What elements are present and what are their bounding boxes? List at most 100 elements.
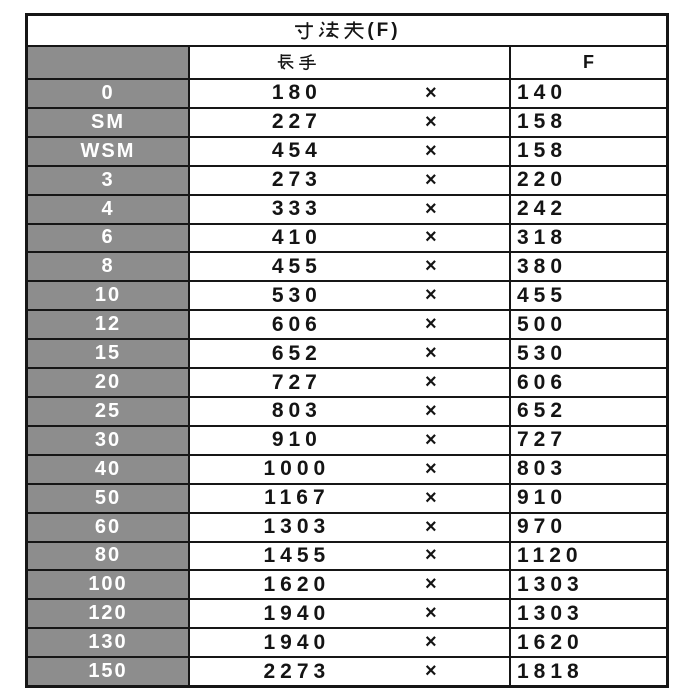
multiply-icon: ×	[424, 371, 437, 394]
row-size-label: 120	[28, 600, 190, 628]
row-size-label: 0	[28, 80, 190, 107]
row-long-cell: 606 ×	[190, 311, 509, 338]
row-f-value: 380	[509, 253, 666, 281]
row-f-value: 220	[509, 166, 666, 194]
row-long-value: 410	[271, 225, 322, 249]
row-long-cell: 454 ×	[190, 138, 509, 165]
row-f-value: 158	[509, 108, 666, 136]
row-long-cell: 455 ×	[190, 253, 509, 280]
row-long-value: 1000	[263, 457, 331, 481]
row-long-cell: 2273 ×	[190, 658, 509, 685]
kanji-sun-icon	[295, 21, 314, 39]
multiply-icon: ×	[424, 428, 437, 451]
row-long-value: 1620	[263, 572, 331, 596]
row-long-value: 1455	[263, 543, 331, 567]
dimension-table: 寸法表（F） (F) 長手	[25, 13, 669, 688]
row-size-label: 8	[28, 253, 190, 281]
table-row: 20 727 × 606	[28, 369, 666, 398]
row-size-label: 100	[28, 571, 190, 599]
row-long-value: 2273	[263, 659, 331, 683]
kanji-hou-icon	[319, 20, 339, 39]
row-long-value: 652	[271, 341, 322, 365]
row-f-value: 530	[509, 340, 666, 368]
row-long-value: 227	[271, 110, 322, 134]
multiply-icon: ×	[424, 342, 437, 365]
row-long-cell: 910 ×	[190, 427, 509, 454]
title-kanji-glyphs	[293, 20, 365, 42]
row-f-value: 1818	[509, 658, 666, 686]
multiply-icon: ×	[424, 399, 437, 422]
multiply-icon: ×	[424, 515, 437, 538]
row-long-cell: 1620 ×	[190, 571, 509, 598]
row-size-label: 40	[28, 455, 190, 483]
multiply-icon: ×	[424, 110, 437, 133]
table-row: 30 910 × 727	[28, 426, 666, 456]
row-size-label: 15	[28, 340, 190, 368]
multiply-icon: ×	[424, 602, 437, 625]
header-f-label: F	[509, 47, 666, 78]
kanji-chou-icon	[278, 54, 295, 70]
row-long-cell: 803 ×	[190, 398, 509, 425]
row-f-value: 727	[509, 426, 666, 454]
table-row: 130 1940 × 1620	[28, 629, 666, 659]
table-row: 150 2273 × 1818	[28, 658, 666, 686]
row-long-cell: 1167 ×	[190, 485, 509, 512]
row-f-value: 242	[509, 195, 666, 223]
row-f-value: 1120	[509, 542, 666, 570]
table-row: SM 227 × 158	[28, 108, 666, 138]
row-long-value: 727	[271, 370, 322, 394]
title-suffix: (F)	[367, 19, 401, 41]
row-long-cell: 727 ×	[190, 369, 509, 396]
row-long-cell: 180 ×	[190, 80, 509, 107]
multiply-icon: ×	[424, 631, 437, 654]
row-long-cell: 410 ×	[190, 225, 509, 252]
row-size-label: 50	[28, 484, 190, 512]
table-row: 40 1000 × 803	[28, 455, 666, 485]
table-row: 8 455 × 380	[28, 253, 666, 283]
row-long-cell: 530 ×	[190, 282, 509, 309]
row-size-label: 25	[28, 397, 190, 425]
row-long-value: 1940	[263, 630, 331, 654]
table-header-row: 長手 F	[28, 47, 666, 80]
table-row: 50 1167 × 910	[28, 484, 666, 514]
row-long-value: 455	[271, 254, 322, 278]
row-long-cell: 1303 ×	[190, 514, 509, 541]
row-f-value: 1303	[509, 600, 666, 628]
row-f-value: 455	[509, 282, 666, 310]
row-f-value: 140	[509, 80, 666, 107]
table-row: 120 1940 × 1303	[28, 600, 666, 630]
table-row: 12 606 × 500	[28, 311, 666, 341]
multiply-icon: ×	[424, 284, 437, 307]
header-long-label: 長手	[190, 53, 404, 72]
header-kanji-glyphs	[276, 53, 317, 72]
multiply-icon: ×	[424, 660, 437, 683]
table-row: WSM 454 × 158	[28, 137, 666, 167]
table-row: 4 333 × 242	[28, 195, 666, 225]
row-f-value: 1620	[509, 629, 666, 657]
row-f-value: 910	[509, 484, 666, 512]
table-body: 0 180 × 140 SM 227 × 158 WSM 454 × 158 3…	[28, 80, 666, 686]
row-long-value: 273	[271, 168, 322, 192]
row-long-value: 803	[271, 399, 322, 423]
row-size-label: 4	[28, 195, 190, 223]
multiply-icon: ×	[424, 81, 437, 104]
row-long-value: 606	[271, 312, 322, 336]
table-row: 100 1620 × 1303	[28, 571, 666, 601]
table-title: 寸法表（F） (F)	[28, 16, 666, 47]
row-size-label: 10	[28, 282, 190, 310]
table-row: 10 530 × 455	[28, 282, 666, 312]
multiply-icon: ×	[424, 457, 437, 480]
row-size-label: 30	[28, 426, 190, 454]
row-size-label: 150	[28, 658, 190, 686]
row-size-label: 20	[28, 369, 190, 396]
row-f-value: 606	[509, 369, 666, 396]
multiply-icon: ×	[424, 139, 437, 162]
row-long-value: 333	[271, 197, 322, 221]
header-size-cell	[28, 47, 190, 78]
table-row: 0 180 × 140	[28, 80, 666, 109]
multiply-icon: ×	[424, 544, 437, 567]
row-long-value: 1303	[263, 515, 331, 539]
multiply-icon: ×	[424, 313, 437, 336]
table-row: 60 1303 × 970	[28, 513, 666, 543]
row-size-label: WSM	[28, 137, 190, 165]
